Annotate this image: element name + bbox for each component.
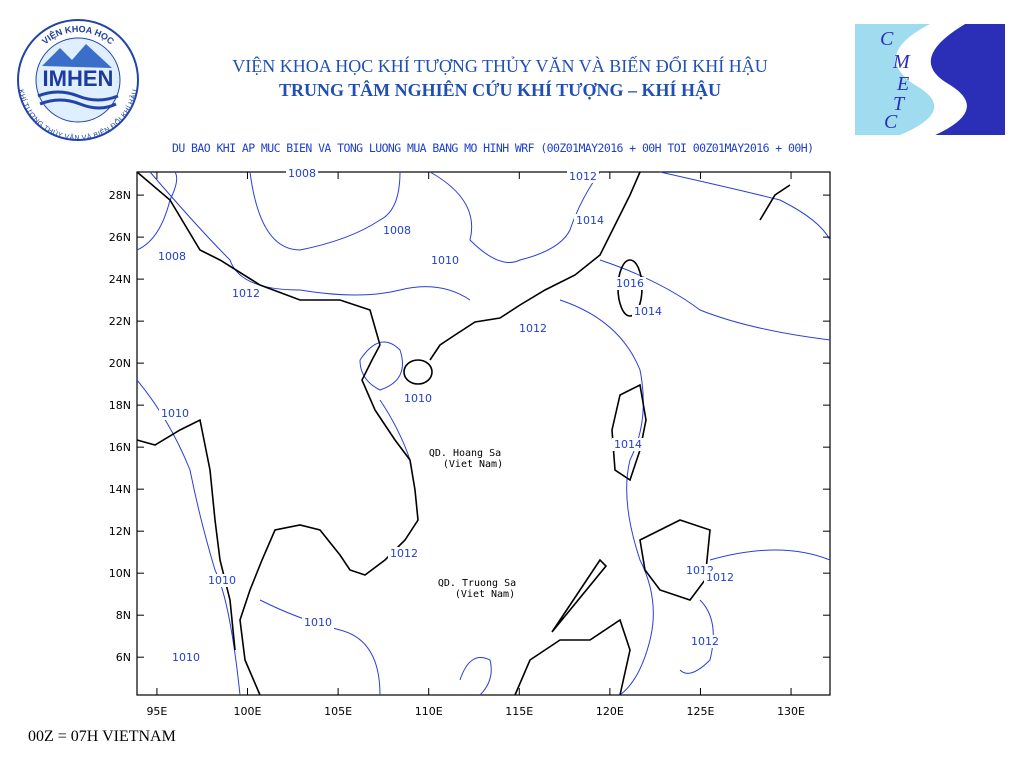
- contour-label: 1014: [614, 438, 642, 451]
- contour-label: 1014: [634, 305, 662, 318]
- cmetc-letter: E: [896, 73, 909, 95]
- footer-note: 00Z = 07H VIETNAM: [28, 728, 176, 745]
- contour-label: 1012: [519, 322, 547, 335]
- cmetc-letter: T: [893, 93, 906, 115]
- contour-label: 1012: [390, 547, 418, 560]
- y-tick-label: 28N: [109, 189, 131, 202]
- logo-name: IMHEN: [43, 66, 114, 91]
- map-labels: 1008 1012 1014 1008 1010 1008 1012 1016 1014 1012…: [156, 167, 736, 664]
- imhen-logo: IMHEN VIỆN KHOA HỌC KHÍ TƯỢNG THỦY VĂN V…: [17, 19, 139, 142]
- cmetc-logo: [855, 24, 1005, 135]
- x-tick-label: 105E: [324, 705, 352, 718]
- contour-label: 1010: [304, 616, 332, 629]
- x-tick-label: 110E: [415, 705, 443, 718]
- contour-label: 1012: [232, 287, 260, 300]
- place-country: (Viet Nam): [443, 459, 503, 470]
- contour-label-bg: [170, 651, 202, 664]
- y-tick-label: 6N: [116, 651, 131, 664]
- y-tick-label: 18N: [109, 399, 131, 412]
- contour-label-bg: [156, 250, 188, 263]
- contour-label-bg: [206, 574, 238, 587]
- contour-label-bg: [388, 547, 420, 560]
- y-tick-label: 14N: [109, 483, 131, 496]
- coastlines: [136, 171, 791, 696]
- y-tick-label: 8N: [116, 609, 131, 622]
- y-tick-label: 10N: [109, 567, 131, 580]
- contour-label-bg: [567, 170, 599, 183]
- contour-label: 1010: [172, 651, 200, 664]
- contour-label-bg: [574, 214, 606, 227]
- contour-label-bg: [689, 635, 721, 648]
- contour-label-bg: [704, 571, 736, 584]
- contour-label: 1016: [616, 277, 644, 290]
- contour-label-bg: [612, 438, 644, 451]
- place-name: QD. Truong Sa: [438, 578, 516, 589]
- contour-label-bg: [381, 224, 413, 237]
- y-tick-label: 24N: [109, 273, 131, 286]
- y-tick-label: 20N: [109, 357, 131, 370]
- contour-label-bg: [402, 392, 434, 405]
- contour-label-bg: [632, 305, 664, 318]
- contour-label: 1008: [158, 250, 186, 263]
- cmetc-letter: M: [892, 51, 911, 73]
- x-tick-label: 130E: [777, 705, 805, 718]
- institute-name: VIỆN KHOA HỌC KHÍ TƯỢNG THỦY VĂN VÀ BIẾN…: [232, 55, 767, 76]
- contour-label: 1012: [706, 571, 734, 584]
- x-tick-label: 115E: [505, 705, 533, 718]
- contour-label: 1010: [161, 407, 189, 420]
- contour-label: 1014: [576, 214, 604, 227]
- y-tick-label: 22N: [109, 315, 131, 328]
- center-name: TRUNG TÂM NGHIÊN CỨU KHÍ TƯỢNG – KHÍ HẬU: [279, 79, 721, 100]
- contour-label: 1012: [569, 170, 597, 183]
- x-tick-label: 120E: [596, 705, 624, 718]
- contour-label: 1010: [208, 574, 236, 587]
- x-tick-label: 95E: [146, 705, 167, 718]
- contour-label-bg: [614, 277, 646, 290]
- x-tick-label: 125E: [686, 705, 714, 718]
- place-name: QD. Hoang Sa: [429, 448, 501, 459]
- x-tick-label: 100E: [234, 705, 262, 718]
- contour-label: 1008: [383, 224, 411, 237]
- map-title: DU BAO KHI AP MUC BIEN VA TONG LUONG MUA…: [172, 141, 814, 155]
- y-tick-label: 12N: [109, 525, 131, 538]
- map-frame: [136, 171, 831, 696]
- contour-label-bg: [286, 167, 318, 180]
- place-country: (Viet Nam): [455, 589, 515, 600]
- contour-label-bg: [230, 287, 262, 300]
- cmetc-letter: C: [880, 28, 894, 50]
- y-tick-label: 26N: [109, 231, 131, 244]
- contour-label-bg: [517, 322, 549, 335]
- contour-label: 1010: [404, 392, 432, 405]
- contour-label-bg: [159, 407, 191, 420]
- contour-label: 1008: [288, 167, 316, 180]
- contour-label-bg: [302, 616, 334, 629]
- y-tick-label: 16N: [109, 441, 131, 454]
- contour-label: 1010: [431, 254, 459, 267]
- contour-label-bg: [429, 254, 461, 267]
- contour-label: 1012: [691, 635, 719, 648]
- cmetc-letter: C: [884, 111, 898, 133]
